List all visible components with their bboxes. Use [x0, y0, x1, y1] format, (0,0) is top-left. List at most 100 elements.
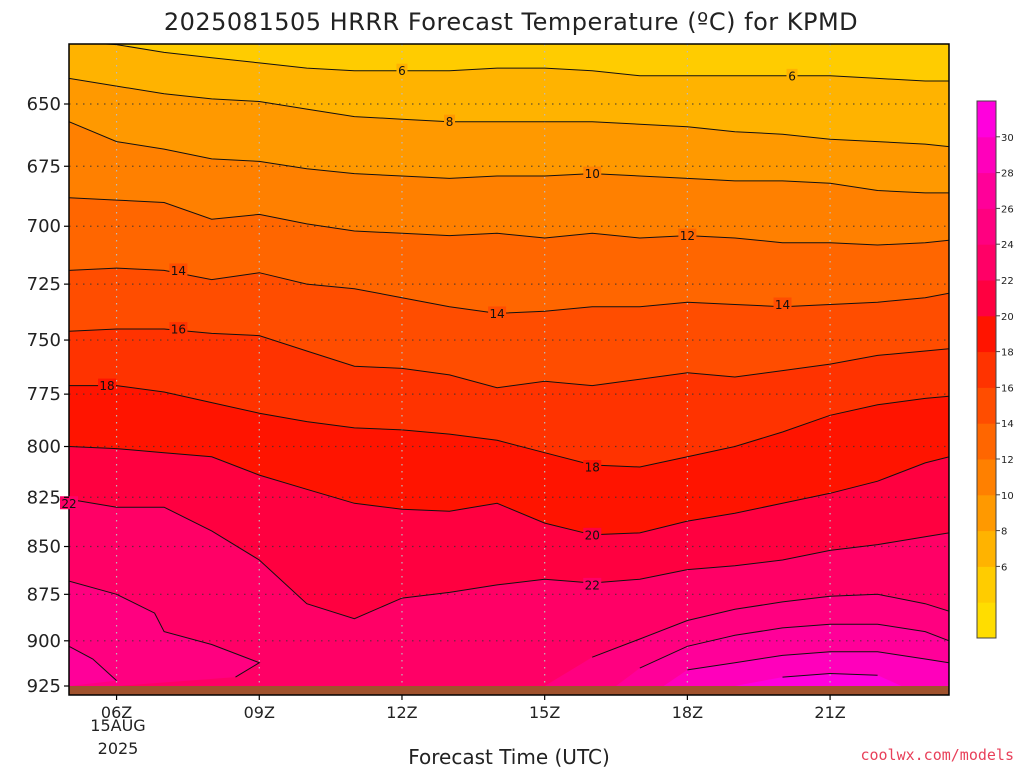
colorbar-swatch	[977, 459, 996, 496]
warm-pocket-line-4	[687, 651, 949, 671]
isotherm-label-bg	[169, 322, 188, 336]
isotherm-label-6: 6	[788, 69, 796, 83]
credit-text: coolwx.com/models	[860, 746, 1014, 764]
colorbar-tick-label: 10	[1001, 491, 1014, 502]
colorbar-swatch	[977, 566, 996, 603]
warm-pocket-line-5	[782, 672, 878, 678]
isotherm-label-12: 12	[680, 229, 695, 243]
colorbar-swatch	[977, 280, 996, 317]
isotherm-label-6: 6	[398, 64, 406, 78]
colorbar-swatch	[977, 351, 996, 388]
colorbar-tick-label: 16	[1001, 383, 1014, 394]
y-tick-label: 825	[27, 487, 61, 508]
x-axis-label: Forecast Time (UTC)	[408, 745, 610, 768]
plot-frame	[68, 43, 950, 696]
colorbar-swatch	[977, 387, 996, 424]
colorbar-swatch	[977, 208, 996, 245]
isotherm-12	[69, 197, 949, 246]
warm-pocket-line-3	[639, 623, 949, 669]
isotherm-label-bg	[583, 577, 602, 591]
x-axis: 06Z 09Z 12Z 15Z 18Z 21Z	[101, 695, 846, 722]
colorbar-tick-label: 14	[1001, 419, 1014, 430]
isotherm-label-8: 8	[446, 115, 454, 129]
warm-pocket-30-5	[734, 673, 902, 686]
isotherm-label-bg	[583, 460, 602, 474]
colorbar-tick-label: 18	[1001, 348, 1014, 359]
isotherm-label-bg	[444, 114, 456, 128]
y-tick-label: 800	[27, 437, 61, 458]
y-tick-label: 725	[27, 274, 61, 295]
x-tick-label: 06Z	[101, 703, 132, 722]
isotherm-label-bg	[98, 378, 117, 392]
colorbar-tick-label: 28	[1001, 169, 1014, 180]
colorbar-tick-label: 24	[1001, 240, 1014, 251]
colorbar-swatch	[977, 494, 996, 532]
isotherm-label-18: 18	[585, 461, 600, 475]
isotherm-label-bg	[773, 297, 792, 311]
temperature-fill-layer	[69, 44, 949, 695]
y-tick-label: 850	[27, 537, 61, 558]
y-tick-label: 650	[27, 94, 61, 115]
isotherm-label-18: 18	[99, 379, 114, 393]
x-tick-label: 09Z	[244, 703, 275, 722]
isotherm-label-bg	[786, 68, 798, 82]
isotherm-layer	[69, 44, 949, 681]
colorbar-swatch	[977, 315, 996, 353]
isotherm-label-bg	[60, 496, 78, 510]
plot-area	[69, 44, 949, 695]
isotherm-label-14: 14	[489, 307, 504, 321]
y-tick-label: 900	[27, 631, 61, 652]
colorbar-swatch	[977, 423, 996, 460]
warm-pocket-26-1	[69, 646, 117, 686]
y-tick-label: 925	[27, 676, 61, 697]
y-tick-label: 775	[27, 384, 61, 405]
colorbar-swatch	[977, 602, 996, 639]
colorbar-tick-label: 8	[1001, 527, 1007, 538]
colorbar-swatch	[977, 530, 996, 567]
isotherm-10	[69, 121, 949, 194]
colorbar-tick-label: 22	[1001, 276, 1014, 287]
y-tick-label: 750	[27, 330, 61, 351]
colorbar-swatch	[977, 136, 996, 174]
colorbar-swatch	[977, 101, 996, 138]
x-tick-label: 15Z	[529, 703, 560, 722]
y-axis: 650 675 700 725 750 775 800 825 850 875 900 925	[27, 94, 69, 697]
isotherm-label-bg	[678, 228, 697, 242]
colorbar-tick-label: 20	[1001, 312, 1014, 323]
isotherm-label-22: 22	[61, 497, 76, 511]
x-tick-label: 18Z	[672, 703, 703, 722]
isotherm-label-bg	[583, 166, 602, 180]
colorbar-swatch	[977, 244, 996, 281]
y-tick-label: 875	[27, 584, 61, 605]
isotherm-16	[69, 328, 949, 389]
isotherm-6	[97, 44, 949, 82]
colorbar-tick-label: 30	[1001, 133, 1014, 144]
warm-pocket-24-0	[69, 581, 260, 686]
isotherm-label-22: 22	[585, 578, 600, 592]
ground-surface	[69, 686, 949, 695]
y-tick-label: 700	[27, 216, 61, 237]
isotherm-label-20: 20	[585, 528, 600, 542]
x-date-label-year: 2025	[98, 739, 139, 758]
colorbar-frame	[976, 100, 997, 639]
warm-pocket-line-0	[69, 580, 261, 678]
isotherm-label-bg	[169, 263, 188, 277]
warm-pocket-line-1	[69, 645, 117, 681]
colorbar-tick-label: 6	[1001, 562, 1007, 573]
isotherm-labels: 6 6 8 10 12 14 14 14 16 18 18 20 22 22	[60, 63, 798, 592]
isotherm-label-10: 10	[585, 167, 600, 181]
ground-layer	[69, 686, 949, 695]
x-date-label-day: 15AUG	[90, 716, 145, 735]
isotherm-20	[69, 446, 949, 536]
y-tick-label: 675	[27, 156, 61, 177]
isotherm-label-bg	[396, 63, 408, 77]
isotherm-label-16: 16	[171, 323, 186, 337]
colorbar-swatch	[977, 172, 996, 209]
isotherm-label-bg	[488, 306, 507, 320]
warm-pocket-line-2	[592, 593, 949, 658]
isotherm-label-14: 14	[171, 264, 186, 278]
colorbar-tick-label: 12	[1001, 455, 1014, 466]
chart-title: 2025081505 HRRR Forecast Temperature (ºC…	[164, 8, 858, 36]
x-tick-label: 21Z	[814, 703, 845, 722]
